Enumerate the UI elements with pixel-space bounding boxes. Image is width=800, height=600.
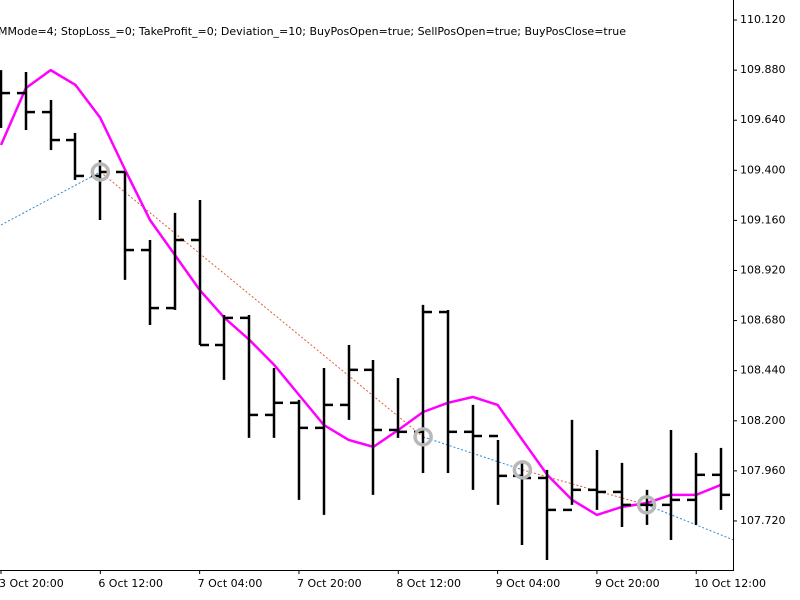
y-tick-label: 108.680 — [740, 314, 786, 327]
y-tick-label: 110.120 — [740, 13, 786, 26]
deal-line — [100, 171, 424, 438]
y-tick-label: 109.400 — [740, 163, 786, 176]
y-tick-label: 108.200 — [740, 414, 786, 427]
deal-marker — [90, 162, 111, 182]
y-tick-label: 109.160 — [740, 213, 786, 226]
deal-marker — [413, 427, 433, 447]
y-tick-label: 108.920 — [740, 263, 786, 276]
x-tick-label: 7 Oct 20:00 — [297, 577, 362, 590]
deal-marker — [512, 460, 533, 480]
x-tick-label: 7 Oct 04:00 — [198, 577, 263, 590]
y-tick-label: 107.960 — [740, 464, 786, 477]
x-tick-label: 6 Oct 12:00 — [98, 577, 163, 590]
plot-area: MMode=4; StopLoss_=0; TakeProfit_=0; Dev… — [0, 25, 733, 560]
deal-line — [522, 469, 647, 506]
deal-line — [0, 171, 101, 226]
y-tick-label: 108.440 — [740, 364, 786, 377]
x-tick-label: 9 Oct 04:00 — [496, 577, 561, 590]
y-tick-label: 109.880 — [740, 63, 786, 76]
x-tick-label: 3 Oct 20:00 — [0, 577, 64, 590]
deal-marker — [636, 495, 657, 515]
x-tick-label: 9 Oct 20:00 — [595, 577, 660, 590]
x-tick-label: 8 Oct 12:00 — [396, 577, 461, 590]
x-tick-label: 10 Oct 12:00 — [694, 577, 766, 590]
moving-average — [0, 68, 722, 517]
y-tick-label: 109.640 — [740, 113, 786, 126]
chart-title: MMode=4; StopLoss_=0; TakeProfit_=0; Dev… — [0, 25, 626, 38]
y-tick-label: 107.720 — [740, 514, 786, 527]
